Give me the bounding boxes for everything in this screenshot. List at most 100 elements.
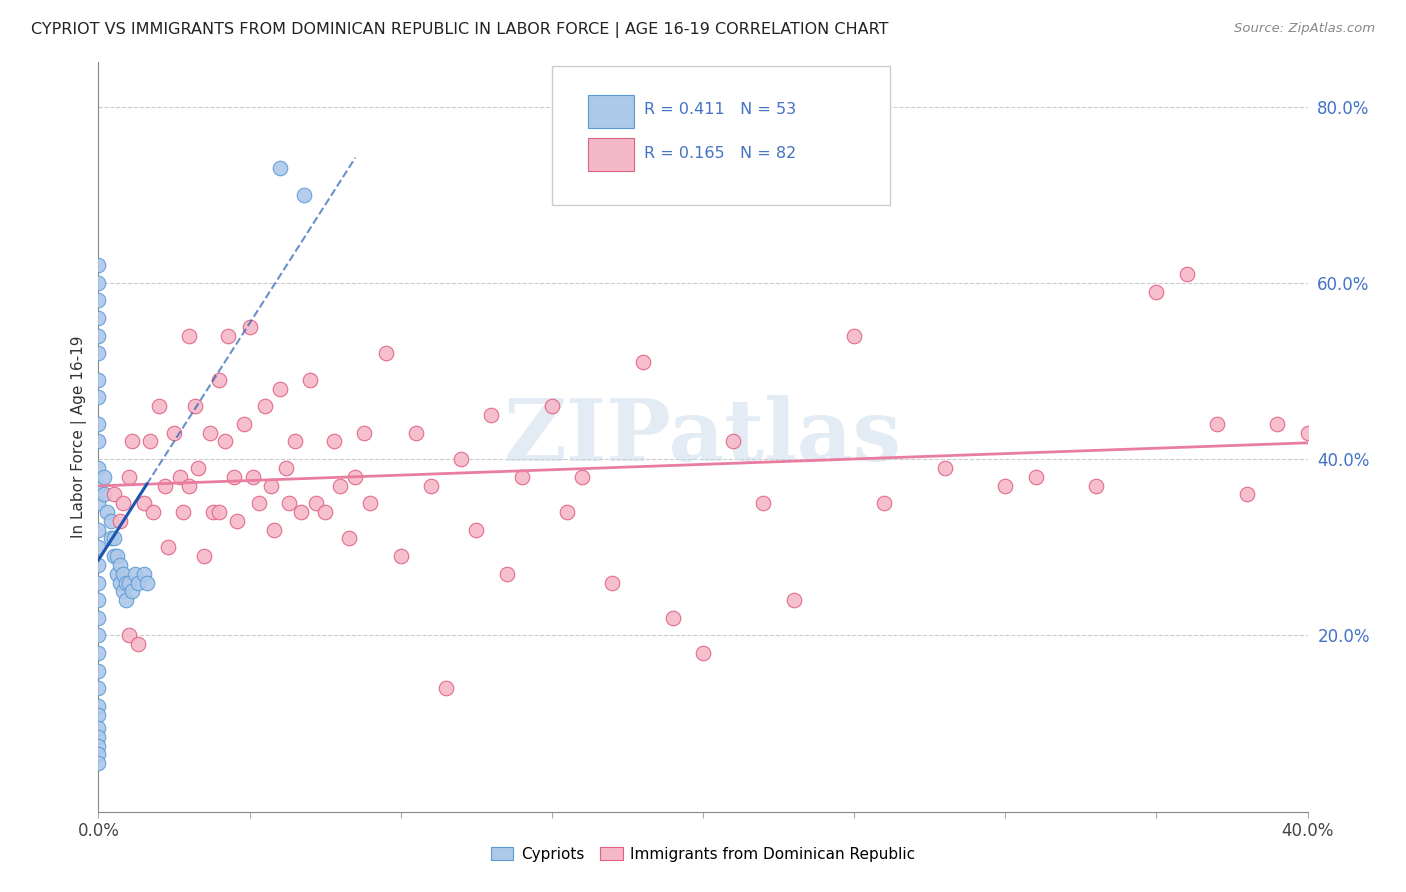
Point <box>253 399 276 413</box>
Point <box>329 478 352 492</box>
Text: CYPRIOT VS IMMIGRANTS FROM DOMINICAN REPUBLIC IN LABOR FORCE | AGE 16-19 CORRELA: CYPRIOT VS IMMIGRANTS FROM DOMINICAN REP… <box>31 22 889 38</box>
Point <box>555 505 578 519</box>
Point <box>121 434 143 449</box>
Point <box>87 664 110 678</box>
Point <box>284 434 307 449</box>
Point <box>87 756 110 771</box>
Point <box>202 505 225 519</box>
Point <box>571 469 593 483</box>
Point <box>540 399 562 413</box>
Point <box>277 496 299 510</box>
Point <box>103 549 125 563</box>
Bar <box>588 138 634 171</box>
Text: ZIPatlas: ZIPatlas <box>503 395 903 479</box>
Point <box>1024 469 1046 483</box>
Point <box>153 478 176 492</box>
Point <box>752 496 775 510</box>
Point <box>389 549 412 563</box>
Point <box>100 514 122 528</box>
Point <box>783 593 806 607</box>
Point <box>353 425 375 440</box>
Point <box>495 566 517 581</box>
Point <box>118 469 141 483</box>
Point <box>510 469 533 483</box>
Legend: Cypriots, Immigrants from Dominican Republic: Cypriots, Immigrants from Dominican Repu… <box>485 840 921 868</box>
Point <box>232 417 254 431</box>
Point <box>1175 267 1198 281</box>
Point <box>121 584 143 599</box>
Point <box>179 478 201 492</box>
Point <box>100 532 122 546</box>
Point <box>323 434 346 449</box>
Point <box>87 373 110 387</box>
Point <box>111 496 134 510</box>
Point <box>111 566 134 581</box>
Point <box>87 730 110 744</box>
Text: R = 0.411   N = 53: R = 0.411 N = 53 <box>644 103 796 117</box>
Point <box>132 496 155 510</box>
Point <box>87 434 110 449</box>
Point <box>87 681 110 696</box>
Point <box>299 373 322 387</box>
Point <box>132 566 155 581</box>
Point <box>239 319 262 334</box>
Point <box>314 505 336 519</box>
Point <box>118 628 141 642</box>
Point <box>87 707 110 722</box>
Point <box>263 523 285 537</box>
Point <box>87 541 110 555</box>
Point <box>87 593 110 607</box>
Point <box>87 328 110 343</box>
Point <box>103 532 125 546</box>
Point <box>127 637 149 651</box>
Point <box>108 558 131 572</box>
Point <box>994 478 1017 492</box>
Point <box>1296 425 1319 440</box>
Point <box>87 258 110 272</box>
Point <box>93 487 115 501</box>
Point <box>172 505 194 519</box>
Point <box>602 575 624 590</box>
Point <box>87 628 110 642</box>
Point <box>290 505 312 519</box>
Point <box>118 575 141 590</box>
Point <box>87 646 110 660</box>
Point <box>135 575 157 590</box>
Point <box>108 575 131 590</box>
Point <box>723 434 745 449</box>
Point <box>344 469 367 483</box>
Point <box>87 698 110 713</box>
Point <box>87 293 110 308</box>
Point <box>87 478 110 492</box>
Point <box>87 346 110 360</box>
Point <box>1236 487 1258 501</box>
Point <box>631 355 654 369</box>
Point <box>226 514 249 528</box>
Point <box>200 425 222 440</box>
Point <box>111 584 134 599</box>
Point <box>481 408 503 422</box>
Point <box>224 469 246 483</box>
Point <box>87 739 110 753</box>
Point <box>163 425 186 440</box>
Point <box>87 311 110 326</box>
Point <box>260 478 283 492</box>
Y-axis label: In Labor Force | Age 16-19: In Labor Force | Age 16-19 <box>72 335 87 539</box>
Text: R = 0.165   N = 82: R = 0.165 N = 82 <box>644 145 796 161</box>
Point <box>360 496 382 510</box>
Point <box>124 566 146 581</box>
Point <box>374 346 396 360</box>
Point <box>139 434 162 449</box>
Point <box>214 434 236 449</box>
Point <box>87 611 110 625</box>
Point <box>292 187 315 202</box>
Point <box>269 382 291 396</box>
Point <box>87 575 110 590</box>
Point <box>187 461 209 475</box>
Text: Source: ZipAtlas.com: Source: ZipAtlas.com <box>1234 22 1375 36</box>
Point <box>96 505 118 519</box>
Point <box>405 425 427 440</box>
Point <box>156 541 179 555</box>
Point <box>337 532 360 546</box>
Point <box>1267 417 1289 431</box>
